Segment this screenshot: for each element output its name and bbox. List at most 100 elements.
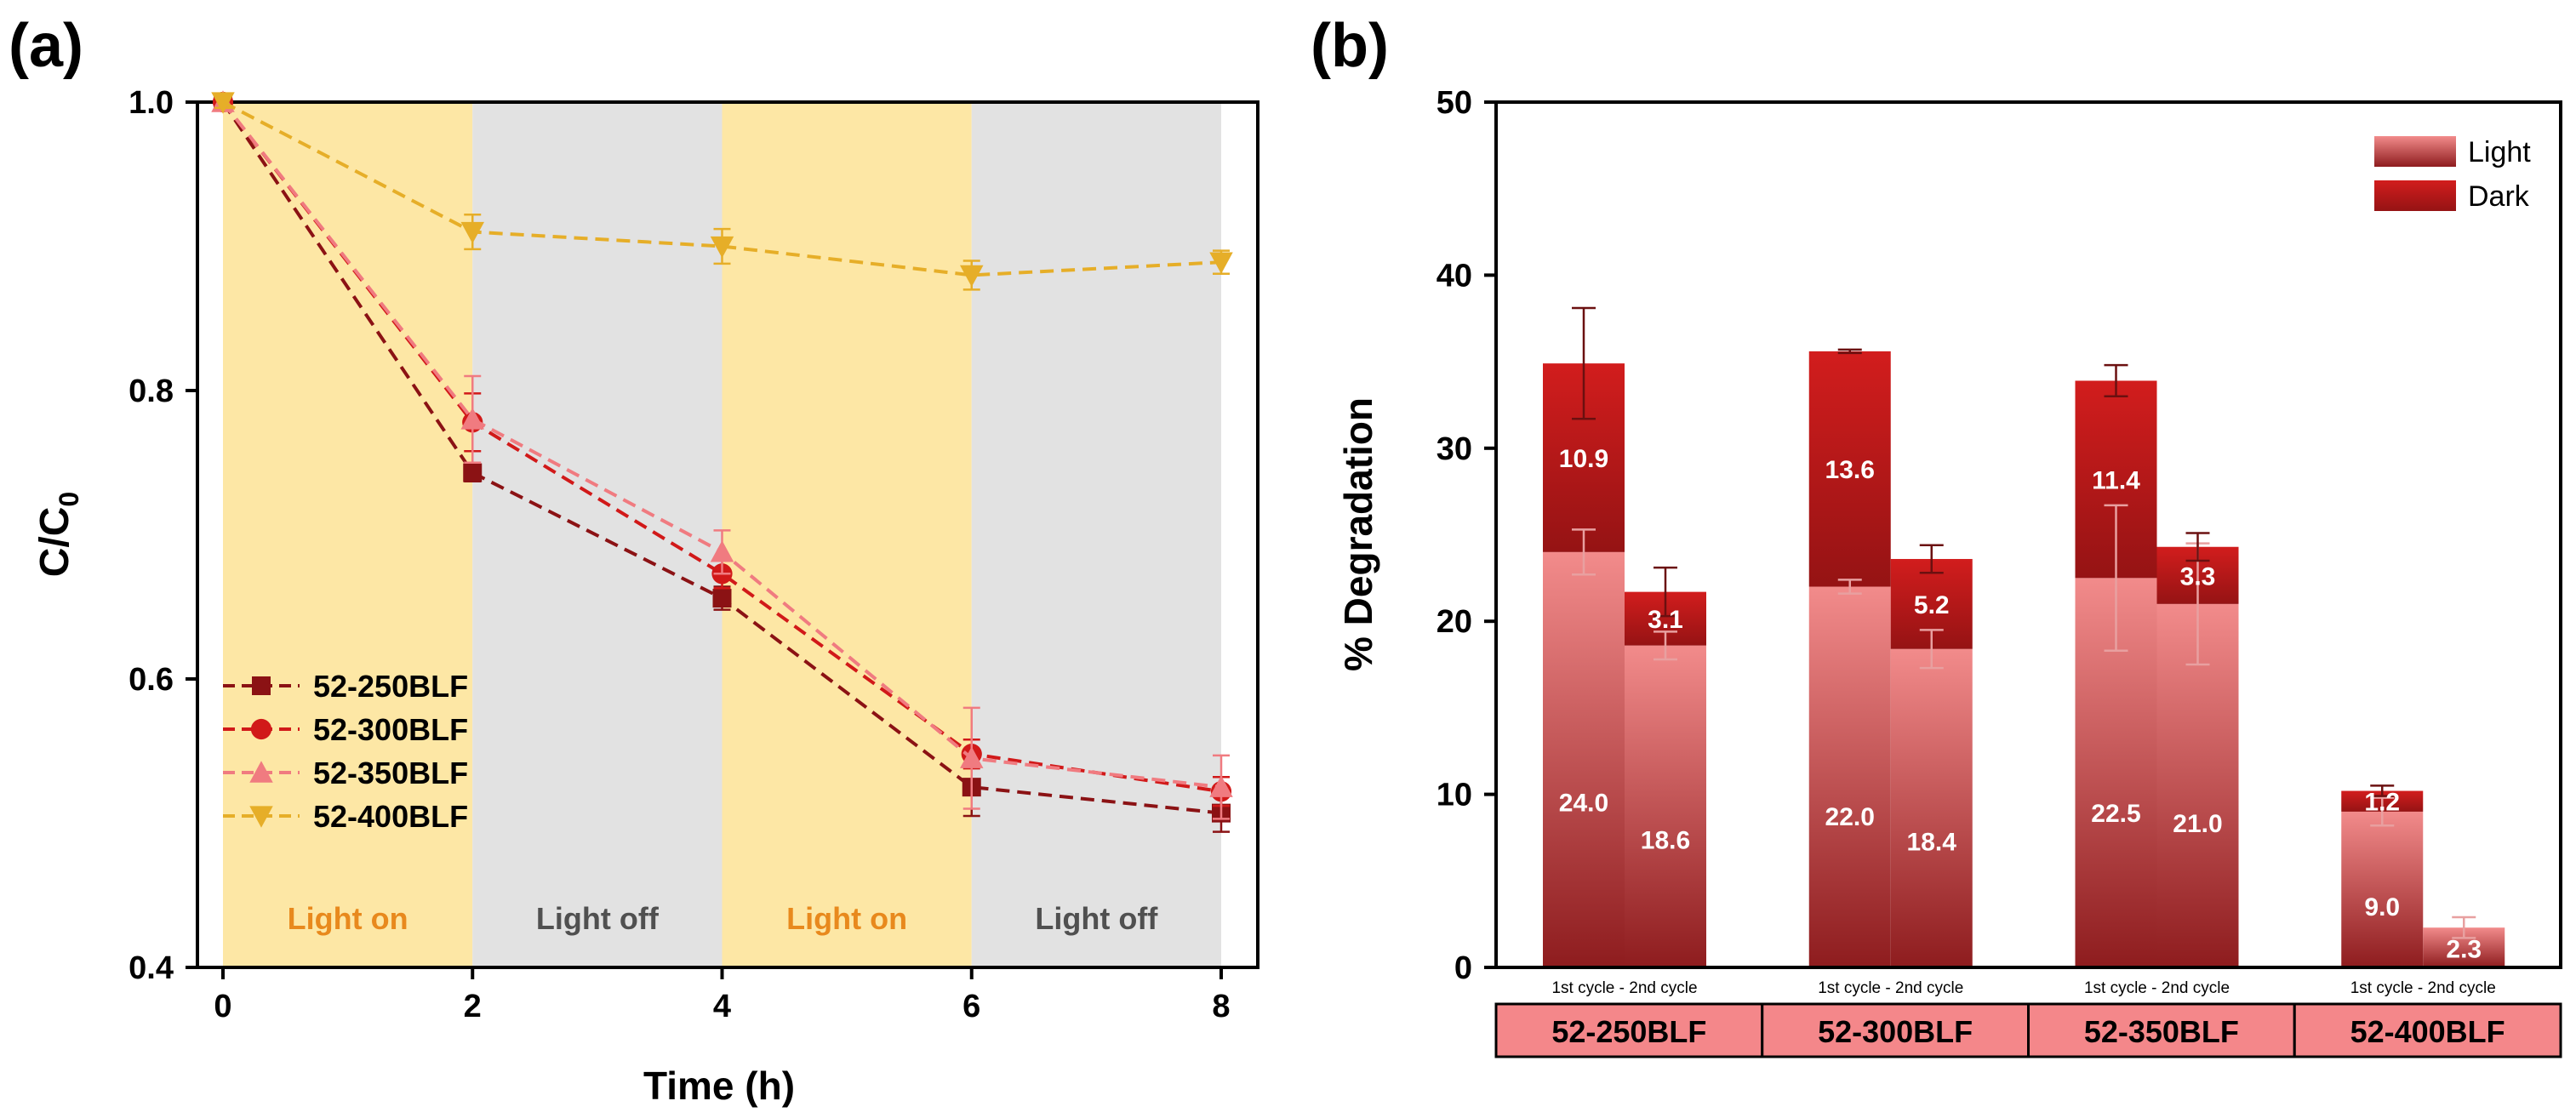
y-tick-label: 0.4 bbox=[129, 950, 174, 986]
category-label: 52-400BLF bbox=[2350, 1014, 2505, 1049]
legend: 52-250BLF 52-300BLF 52-350BLF 52-400BLF bbox=[223, 669, 468, 834]
y-axis-label-subscript: 0 bbox=[54, 492, 84, 507]
legend-label: Dark bbox=[2468, 180, 2530, 213]
data-point bbox=[712, 589, 732, 608]
bar-dark-value-label: 1.2 bbox=[2364, 789, 2400, 817]
cycle-caption: 1st cycle - 2nd cycle bbox=[1551, 979, 1697, 997]
region-label-0: Light on bbox=[288, 901, 408, 936]
category-label: 52-300BLF bbox=[1818, 1014, 1973, 1049]
bar-light-segment bbox=[1543, 551, 1625, 967]
legend-marker bbox=[249, 806, 273, 828]
x-tick-label: 2 bbox=[464, 989, 482, 1024]
data-point bbox=[960, 265, 984, 288]
x-tick-label: 0 bbox=[214, 989, 231, 1024]
y-axis-ticks: 0.4 0.6 0.8 1.0 bbox=[129, 85, 197, 986]
x-axis-ticks: 0 2 4 6 8 bbox=[214, 967, 1231, 1024]
y-tick-label: 0.6 bbox=[129, 662, 174, 698]
data-point bbox=[710, 236, 734, 259]
legend-marker bbox=[252, 676, 271, 695]
panel-a-line-chart: Light on Light off Light on Light off 0.40.… bbox=[9, 12, 1259, 1108]
legend-swatch bbox=[2374, 136, 2456, 167]
region-labels: Light on Light off Light on Light off bbox=[288, 901, 1159, 936]
y-axis-label-b: % Degradation bbox=[1336, 397, 1380, 671]
legend-label: Light bbox=[2468, 136, 2531, 168]
x-axis-label: Time (h) bbox=[643, 1064, 795, 1108]
category-table: 52-250BLF 52-300BLF 52-350BLF 52-400BLF bbox=[1494, 1002, 2562, 1058]
data-point bbox=[960, 746, 984, 768]
y-tick-label: 1.0 bbox=[129, 85, 174, 121]
series-52-400BLF bbox=[211, 92, 1233, 291]
bar-52-400BLF-2nd: 2.3 bbox=[2423, 916, 2505, 967]
category-cell bbox=[2027, 1002, 2296, 1058]
bar-dark-value-label: 3.1 bbox=[1648, 606, 1683, 634]
bar-light-value-label: 21.0 bbox=[2173, 810, 2222, 838]
bar-light-value-label: 24.0 bbox=[1559, 790, 1608, 818]
bar-light-segment bbox=[2341, 811, 2424, 967]
legend-label: 52-400BLF bbox=[313, 799, 468, 834]
y-tick-label: 0 bbox=[1454, 950, 1472, 986]
region-3 bbox=[971, 102, 1221, 967]
x-tick-label: 4 bbox=[713, 989, 731, 1024]
y-tick-label: 30 bbox=[1437, 431, 1472, 467]
bar-52-350BLF-1st: 22.5 11.4 bbox=[2075, 363, 2157, 967]
cycle-caption: 1st cycle - 2nd cycle bbox=[2084, 979, 2230, 997]
bar-52-300BLF-1st: 22.0 13.6 bbox=[1808, 348, 1891, 967]
bar-light-value-label: 22.5 bbox=[2091, 800, 2140, 828]
bar-52-400BLF-1st: 9.0 1.2 bbox=[2341, 784, 2424, 967]
y-tick-label: 40 bbox=[1437, 258, 1472, 294]
data-series bbox=[211, 90, 1233, 833]
bar-light-value-label: 18.6 bbox=[1641, 827, 1690, 855]
category-cell bbox=[2293, 1002, 2562, 1058]
bar-52-250BLF-2nd: 18.6 3.1 bbox=[1625, 566, 1706, 967]
x-tick-label: 8 bbox=[1212, 989, 1230, 1024]
data-point bbox=[710, 540, 734, 562]
x-tick-label: 6 bbox=[962, 989, 980, 1024]
y-tick-label: 10 bbox=[1437, 778, 1472, 813]
panel-label-a: (a) bbox=[9, 12, 83, 80]
category-label: 52-250BLF bbox=[1551, 1014, 1706, 1049]
data-point bbox=[1209, 252, 1233, 274]
bar-light-value-label: 18.4 bbox=[1907, 828, 1957, 856]
legend-label: 52-250BLF bbox=[313, 669, 468, 704]
bar-dark-value-label: 11.4 bbox=[2092, 466, 2140, 494]
category-label: 52-350BLF bbox=[2084, 1014, 2239, 1049]
region-0 bbox=[223, 102, 473, 967]
legend-swatch bbox=[2374, 180, 2456, 211]
legend-b: Light Dark bbox=[2374, 136, 2531, 213]
panel-b-bar-chart: 24.0 10.9 18.6 3.1 22.0 13.6 18.4 5.2 22.5 11.4 21… bbox=[1311, 12, 2562, 1058]
bar-52-250BLF-1st: 24.0 10.9 bbox=[1543, 306, 1625, 967]
legend-label: 52-300BLF bbox=[313, 712, 468, 747]
bar-dark-value-label: 5.2 bbox=[1914, 591, 1950, 619]
category-cell bbox=[1761, 1002, 2030, 1058]
y-axis-label-main: C/C bbox=[32, 507, 77, 578]
bar-dark-value-label: 3.3 bbox=[2180, 562, 2216, 590]
bar-dark-value-label: 10.9 bbox=[1559, 445, 1608, 473]
y-axis-ticks-b: 0 10 20 30 40 50 bbox=[1437, 85, 1496, 986]
bar-light-value-label: 22.0 bbox=[1825, 803, 1875, 831]
bar-light-segment bbox=[1890, 648, 1973, 967]
y-tick-label: 50 bbox=[1437, 85, 1472, 121]
bar-52-350BLF-2nd: 21.0 3.3 bbox=[2156, 532, 2239, 967]
bar-light-segment bbox=[1625, 645, 1706, 967]
data-point bbox=[1209, 775, 1233, 797]
region-2 bbox=[722, 102, 972, 967]
cycle-caption: 1st cycle - 2nd cycle bbox=[1818, 979, 1963, 997]
cycle-captions: 1st cycle - 2nd cycle 1st cycle - 2nd cyc… bbox=[1551, 979, 2495, 997]
legend-marker bbox=[250, 718, 272, 740]
bar-light-value-label: 2.3 bbox=[2446, 936, 2482, 964]
legend-marker bbox=[249, 761, 273, 783]
data-point bbox=[211, 92, 235, 114]
data-point bbox=[463, 463, 483, 482]
legend-label: 52-350BLF bbox=[313, 756, 468, 790]
region-label-1: Light off bbox=[536, 901, 660, 936]
bar-dark-value-label: 13.6 bbox=[1825, 456, 1875, 484]
bar-light-value-label: 9.0 bbox=[2364, 893, 2400, 921]
data-point bbox=[460, 221, 484, 244]
panel-label-b: (b) bbox=[1311, 12, 1389, 80]
bar-light-segment bbox=[1808, 586, 1891, 967]
y-axis-label: C/C0 bbox=[32, 492, 84, 577]
cycle-caption: 1st cycle - 2nd cycle bbox=[2350, 979, 2496, 997]
region-label-2: Light on bbox=[786, 901, 907, 936]
